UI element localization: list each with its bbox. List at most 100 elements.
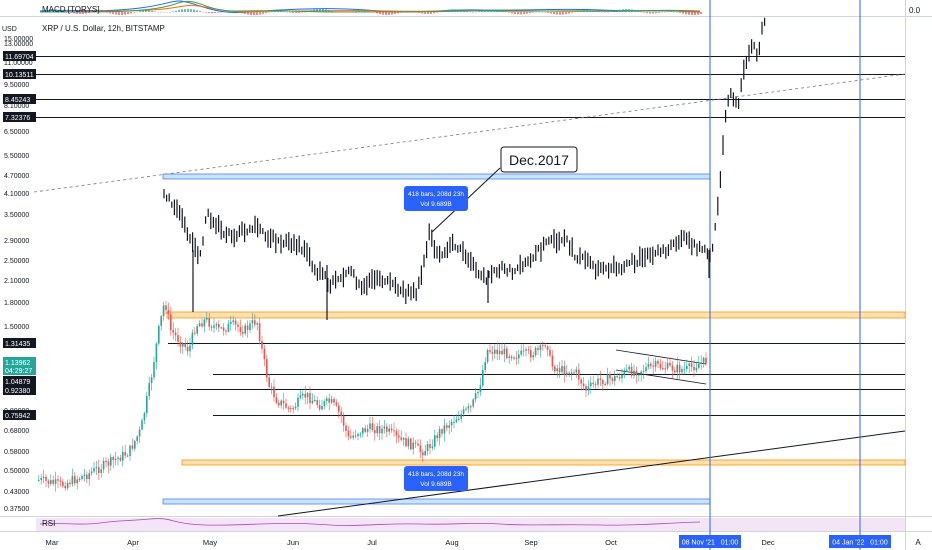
candle-body (278, 402, 280, 406)
candle-body (626, 369, 628, 371)
range-tooltip-bottom-line2: Vol 9.689B (420, 481, 451, 488)
candle-body (78, 479, 81, 481)
rising-trend-line[interactable] (277, 430, 906, 517)
candle-body (86, 474, 88, 480)
rsi-label: RSI (42, 519, 55, 528)
orange-band-upper[interactable] (166, 311, 906, 319)
price-level-badge-bg (3, 94, 36, 104)
macd-histogram-bar (580, 10, 582, 12)
macd-histogram-bar (175, 10, 177, 12)
macd-histogram-bar (655, 12, 657, 14)
macd-histogram-bar (436, 12, 438, 13)
candle-body (590, 382, 592, 387)
candle-body (256, 323, 258, 325)
macd-histogram-bar (247, 12, 249, 15)
candle-body (100, 469, 102, 473)
candle-body (203, 319, 206, 327)
candle-body (654, 361, 657, 367)
macd-histogram-bar (124, 12, 126, 15)
candle-body (40, 477, 42, 480)
candle-body (244, 325, 246, 334)
macd-histogram-bar (592, 10, 594, 12)
price-level-badge: 1.04879 (3, 376, 36, 386)
macd-histogram-bar (424, 12, 426, 14)
price-level-badge-bg (3, 357, 36, 367)
candle-body (602, 379, 604, 385)
macd-histogram-bar (454, 9, 456, 12)
price-tick-label: 0.50000 (4, 468, 29, 475)
dec-2017-callout[interactable]: Dec.2017 (431, 146, 578, 233)
candle-body (647, 363, 650, 368)
macd-histogram-bar (448, 9, 450, 12)
candle-body (198, 323, 201, 327)
candle-body (510, 356, 513, 359)
candle-body (676, 364, 678, 373)
macd-histogram-bar (529, 12, 531, 14)
macd-histogram-bar (628, 9, 630, 12)
candle-body (338, 405, 340, 412)
candle-body (232, 320, 234, 322)
candle-body (484, 362, 486, 371)
macd-histogram-bar (307, 11, 309, 12)
overlay-bars-dec-2017 (163, 17, 766, 320)
macd-histogram-bar (289, 12, 291, 13)
callout-text: Dec.2017 (509, 152, 569, 168)
currency-label: USD (2, 26, 17, 33)
price-level-badge-text: 10.13511 (5, 72, 34, 79)
channel-upper-line[interactable] (615, 349, 707, 365)
macd-histogram-bar (133, 12, 135, 13)
candle-body (393, 430, 395, 432)
macd-histogram-bar (118, 12, 120, 15)
price-level-badge-bg (3, 376, 36, 386)
macd-histogram-bar (331, 10, 333, 12)
range-tooltip-top[interactable]: 418 bars, 208d 23h Vol 9.689B (404, 186, 468, 211)
range-band-bottom[interactable] (162, 498, 711, 505)
price-tick-label: 4.10000 (4, 191, 29, 198)
candle-body (486, 349, 489, 363)
time-badge-bg (829, 535, 891, 548)
candle-body (242, 332, 244, 334)
range-band-top[interactable] (162, 173, 711, 180)
price-tick-label: 8.10000 (4, 103, 29, 110)
macd-histogram-bar (130, 12, 132, 14)
candle-body (119, 457, 122, 461)
macd-histogram-bar (196, 10, 198, 12)
candle-body (191, 332, 194, 346)
candle-body (402, 438, 405, 440)
rsi-line (39, 518, 701, 526)
candle-body (642, 371, 645, 373)
macd-histogram-bar (532, 12, 534, 13)
candle-body (299, 395, 302, 398)
range-tooltip-bottom[interactable]: 418 bars, 208d 23h Vol 9.689B (404, 466, 468, 491)
candle-body (587, 386, 590, 391)
price-level-badge-bg (3, 69, 36, 79)
price-tick-label: 1.50000 (4, 324, 29, 331)
orange-band-lower[interactable] (181, 459, 906, 466)
candle-body (455, 419, 458, 422)
price-tick-label: 3.50000 (4, 212, 29, 219)
macd-histogram-bar (442, 10, 444, 12)
rsi-pane-background (36, 518, 905, 531)
price-level-badge-text: 1.13962 (5, 360, 30, 367)
macd-histogram-bar (481, 11, 483, 12)
candle-body (558, 368, 561, 373)
price-level-badge-bg (3, 51, 36, 61)
macd-histogram-bar (688, 12, 690, 15)
candle-body (88, 473, 90, 480)
candle-body (604, 384, 606, 386)
candle-body (566, 372, 568, 375)
macd-histogram-bar (694, 12, 696, 16)
price-pane (0, 16, 905, 516)
dashed-trend-line[interactable] (33, 73, 906, 193)
macd-histogram-bar (154, 11, 156, 12)
macd-histogram-bar (193, 9, 195, 12)
candle-body (352, 435, 354, 438)
candle-body (162, 305, 165, 317)
candle-body (446, 425, 448, 428)
candle-body (683, 369, 686, 371)
price-level-badge-bg (3, 112, 36, 122)
candle-body (549, 349, 551, 356)
auto-scale-button[interactable]: A (915, 538, 921, 547)
candle-body (462, 409, 465, 415)
